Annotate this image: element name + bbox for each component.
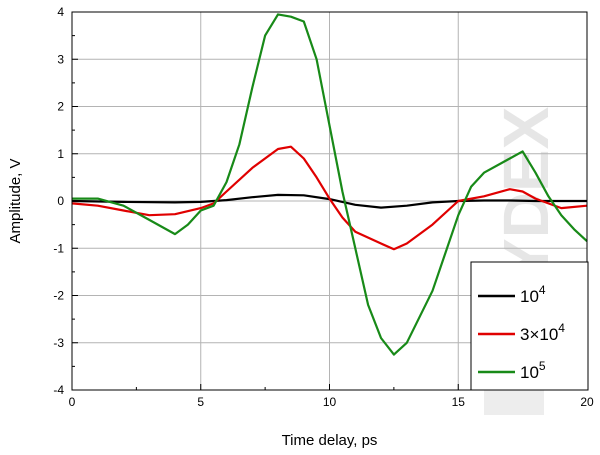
y-tick-label: -4 xyxy=(53,383,64,397)
legend-label-base: 10 xyxy=(520,287,539,306)
x-tick-label: 15 xyxy=(452,395,466,409)
y-tick-label: 2 xyxy=(57,100,64,114)
y-tick-label: 0 xyxy=(57,194,64,208)
legend-label-base: 10 xyxy=(520,363,539,382)
ticks xyxy=(71,11,588,391)
y-tick-label: 4 xyxy=(57,5,64,19)
grid xyxy=(72,12,587,390)
legend-label-exponent: 4 xyxy=(558,321,565,335)
legend-label-exponent: 4 xyxy=(539,283,546,297)
x-tick-label: 0 xyxy=(69,395,76,409)
legend-label-2: 3×104 xyxy=(520,321,565,344)
x-tick-label: 20 xyxy=(580,395,594,409)
legend-label-base: 3×10 xyxy=(520,325,558,344)
y-tick-label: 1 xyxy=(57,147,64,161)
legend-label-exponent: 5 xyxy=(539,359,546,373)
y-tick-label: -1 xyxy=(53,241,64,255)
x-axis-title: Time delay, ps xyxy=(282,432,378,449)
x-tick-label: 5 xyxy=(197,395,204,409)
series-line-3 xyxy=(72,13,588,356)
legend-label-3: 105 xyxy=(520,359,546,382)
series-line-1 xyxy=(71,193,587,209)
y-tick-label: -2 xyxy=(53,289,64,303)
y-tick-label: -3 xyxy=(53,336,64,350)
series-layer xyxy=(71,13,588,356)
y-axis-title: Amplitude, V xyxy=(7,158,24,243)
x-tick-label: 10 xyxy=(323,395,337,409)
y-tick-label: 3 xyxy=(57,52,64,66)
series-line-2 xyxy=(71,145,588,251)
legend-label-1: 104 xyxy=(520,283,546,306)
legend-box xyxy=(470,261,589,391)
